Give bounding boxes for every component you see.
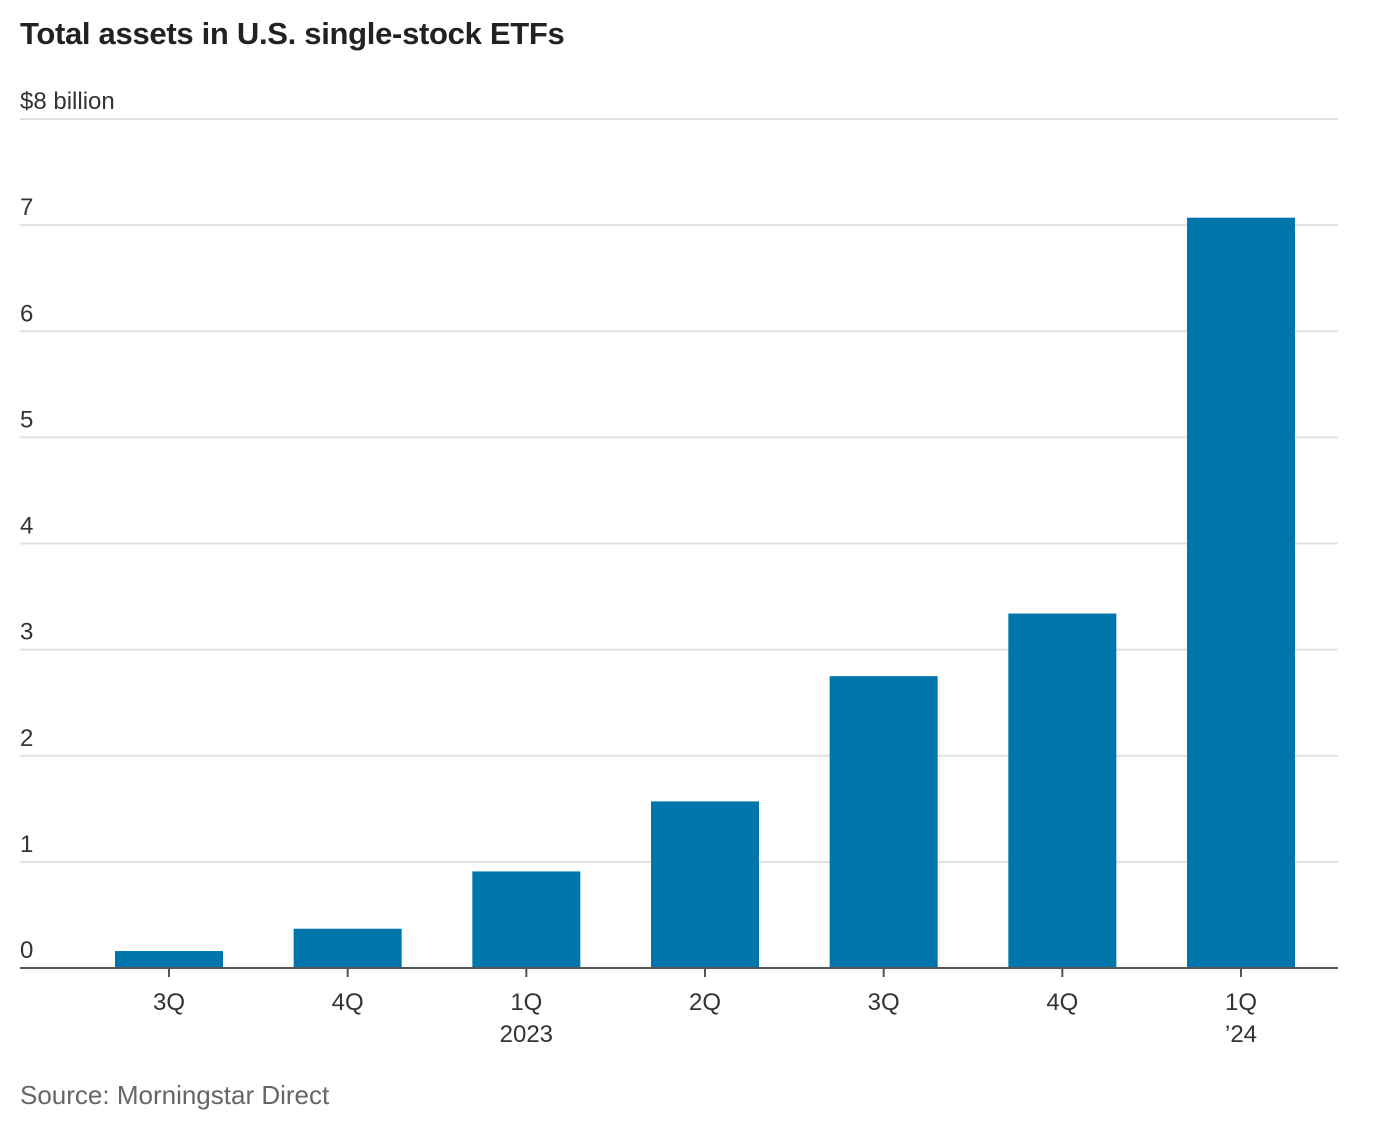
source-note: Source: Morningstar Direct (20, 1080, 330, 1110)
y-axis-tick-labels: 0 1 2 3 4 5 6 7 $8 billion (20, 88, 115, 964)
bar (115, 951, 223, 968)
y-tick-label: 4 (20, 513, 33, 540)
x-tick-label: 4Q (1046, 989, 1078, 1016)
x-tick-label: 2Q (689, 989, 721, 1016)
x-tick-label: 1Q (1225, 989, 1257, 1016)
bar (293, 928, 402, 968)
chart-title: Total assets in U.S. single-stock ETFs (20, 16, 565, 51)
x-tick-label: 3Q (153, 989, 185, 1016)
bar (1187, 217, 1295, 969)
bars (115, 217, 1295, 969)
bar (1008, 613, 1117, 968)
y-tick-label: 1 (20, 831, 33, 858)
bar (651, 801, 759, 968)
y-tick-label: 2 (20, 725, 33, 752)
x-axis-ticks: 3Q 4Q 1Q 2023 2Q 3Q 4Q 1Q ’24 (153, 968, 1257, 1048)
x-tick-label: 3Q (868, 989, 900, 1016)
bar (472, 871, 581, 968)
y-tick-label: 0 (20, 937, 33, 964)
x-tick-sublabel: ’24 (1225, 1021, 1257, 1048)
y-tick-label: 5 (20, 406, 33, 433)
x-tick-label: 1Q (510, 989, 542, 1016)
y-tick-label: 7 (20, 194, 33, 221)
gridlines (20, 118, 1338, 863)
y-tick-label: 3 (20, 619, 33, 646)
x-tick-label: 4Q (332, 989, 364, 1016)
y-tick-label: 6 (20, 300, 33, 327)
bar (829, 676, 938, 968)
y-tick-label: $8 billion (20, 88, 115, 115)
x-tick-sublabel: 2023 (500, 1021, 553, 1048)
